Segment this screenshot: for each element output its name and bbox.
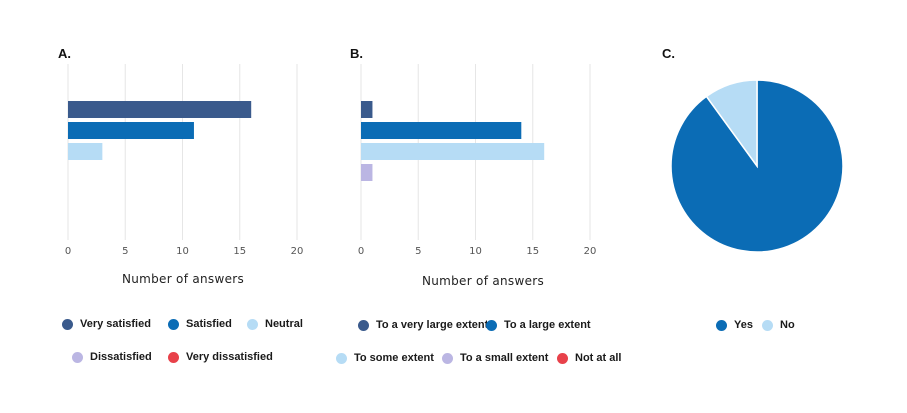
legend-item: Yes bbox=[716, 319, 753, 331]
legend-item: To a small extent bbox=[442, 352, 548, 364]
x-tick-label: 20 bbox=[584, 246, 597, 257]
legend-item: Very satisfied bbox=[62, 318, 151, 330]
panel-a-label: A. bbox=[58, 46, 71, 61]
legend-label: Neutral bbox=[265, 318, 303, 330]
legend-swatch bbox=[247, 318, 258, 330]
legend-label: To a small extent bbox=[460, 352, 549, 364]
legend-item: Dissatisfied bbox=[72, 351, 152, 363]
legend-swatch bbox=[358, 319, 369, 331]
x-tick-label: 5 bbox=[415, 246, 421, 257]
x-tick-label: 15 bbox=[526, 246, 539, 257]
bar-to-some-extent bbox=[361, 143, 545, 160]
bar-very-satisfied bbox=[68, 101, 252, 118]
x-tick-label: 15 bbox=[233, 246, 246, 257]
x-tick-label: 0 bbox=[65, 246, 71, 257]
legend-label: To some extent bbox=[354, 352, 434, 364]
x-axis-title: Number of answers bbox=[122, 272, 244, 286]
bar-neutral bbox=[68, 143, 103, 160]
legend-swatch bbox=[557, 352, 568, 364]
legend-item: To some extent bbox=[336, 352, 434, 364]
legend-label: Yes bbox=[734, 319, 753, 331]
bar-to-a-very-large-extent bbox=[361, 101, 373, 118]
legend-item: To a large extent bbox=[486, 319, 591, 331]
x-axis-title: Number of answers bbox=[422, 274, 544, 288]
legend-item: To a very large extent bbox=[358, 319, 488, 331]
x-tick-label: 20 bbox=[291, 246, 304, 257]
legend-label: No bbox=[780, 319, 795, 331]
legend-swatch bbox=[336, 352, 347, 364]
panel-c-label: C. bbox=[662, 46, 675, 61]
legend-swatch bbox=[486, 319, 497, 331]
legend-swatch bbox=[62, 318, 73, 330]
legend-label: Very satisfied bbox=[80, 318, 151, 330]
legend-swatch bbox=[72, 351, 83, 363]
legend-swatch bbox=[716, 319, 727, 331]
legend-swatch bbox=[762, 319, 773, 331]
legend-label: Very dissatisfied bbox=[186, 351, 273, 363]
pie-slice-no bbox=[705, 79, 758, 169]
legend-item: Neutral bbox=[247, 318, 303, 330]
legend-swatch bbox=[168, 318, 179, 330]
x-tick-label: 10 bbox=[469, 246, 482, 257]
legend-item: Satisfied bbox=[168, 318, 232, 330]
legend-swatch bbox=[442, 352, 453, 364]
legend-label: Not at all bbox=[575, 352, 622, 364]
bar-satisfied bbox=[68, 122, 194, 139]
x-tick-label: 5 bbox=[122, 246, 128, 257]
legend-item: Not at all bbox=[557, 352, 621, 364]
x-tick-label: 10 bbox=[176, 246, 189, 257]
legend-label: Satisfied bbox=[186, 318, 232, 330]
legend-label: To a very large extent bbox=[376, 319, 489, 331]
bar-to-a-large-extent bbox=[361, 122, 522, 139]
legend-swatch bbox=[168, 351, 179, 363]
legend-label: To a large extent bbox=[504, 319, 591, 331]
legend-item: No bbox=[762, 319, 795, 331]
x-tick-label: 0 bbox=[358, 246, 364, 257]
legend-label: Dissatisfied bbox=[90, 351, 152, 363]
bar-to-a-small-extent bbox=[361, 164, 373, 181]
panel-b-label: B. bbox=[350, 46, 363, 61]
legend-item: Very dissatisfied bbox=[168, 351, 273, 363]
